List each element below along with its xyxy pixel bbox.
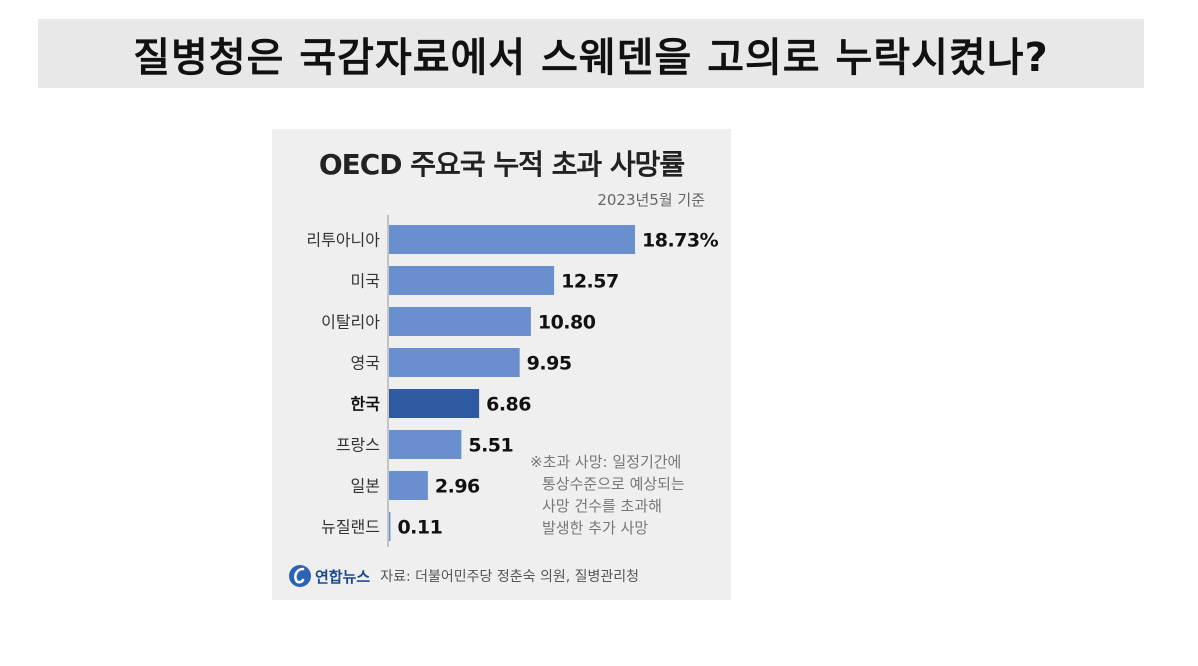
note-line: 통상수준으로 예상되는 — [542, 475, 685, 493]
bar — [389, 389, 480, 418]
value-label: 18.73% — [642, 230, 719, 252]
category-label: 일본 — [351, 477, 380, 496]
category-label: 뉴질랜드 — [321, 518, 380, 537]
bar — [389, 430, 462, 459]
chart-card: OECD 주요국 누적 초과 사망률 2023년5월 기준 리투아니아 18.73… — [272, 129, 731, 600]
category-label: 프랑스 — [336, 436, 380, 455]
bar-chart: 리투아니아 18.73% 미국 12.57 이탈리아 10.80 영국 9.95 한국 6.86 프… — [306, 215, 719, 547]
value-label: 10.80 — [538, 312, 596, 334]
value-label: 6.86 — [486, 394, 531, 416]
yonhap-logo-icon — [289, 565, 311, 587]
bar — [389, 266, 555, 295]
note-line: 사망 건수를 초과해 — [542, 497, 662, 515]
note-line: 발생한 추가 사망 — [542, 519, 649, 537]
value-label: 12.57 — [561, 271, 619, 293]
headline: 질병청은 국감자료에서 스웨덴을 고의로 누락시켰나? — [38, 19, 1144, 88]
chart-note: ※초과 사망: 일정기간에 통상수준으로 예상되는 사망 건수를 초과해 발생한… — [530, 451, 730, 539]
bar — [389, 307, 531, 336]
note-line: ※초과 사망: 일정기간에 — [530, 453, 682, 471]
source-text: 자료: 더불어민주당 정춘숙 의원, 질병관리청 — [380, 569, 640, 585]
value-label: 9.95 — [527, 353, 572, 375]
category-label: 이탈리아 — [321, 313, 380, 332]
logo-text: 연합뉴스 — [315, 567, 371, 586]
category-label: 미국 — [351, 272, 380, 291]
value-label: 0.11 — [397, 517, 442, 539]
bar — [389, 348, 520, 377]
value-label: 2.96 — [435, 476, 480, 498]
bar — [389, 471, 428, 500]
chart-footer: 연합뉴스 자료: 더불어민주당 정춘숙 의원, 질병관리청 — [288, 562, 639, 590]
bar — [389, 225, 635, 254]
category-label: 한국 — [351, 395, 381, 414]
category-label: 영국 — [351, 354, 380, 373]
category-label: 리투아니아 — [306, 231, 380, 250]
bar — [389, 512, 391, 541]
value-label: 5.51 — [468, 435, 513, 457]
chart-subtitle: 2023년5월 기준 — [597, 191, 705, 209]
chart-title: OECD 주요국 누적 초과 사망률 — [318, 148, 685, 181]
